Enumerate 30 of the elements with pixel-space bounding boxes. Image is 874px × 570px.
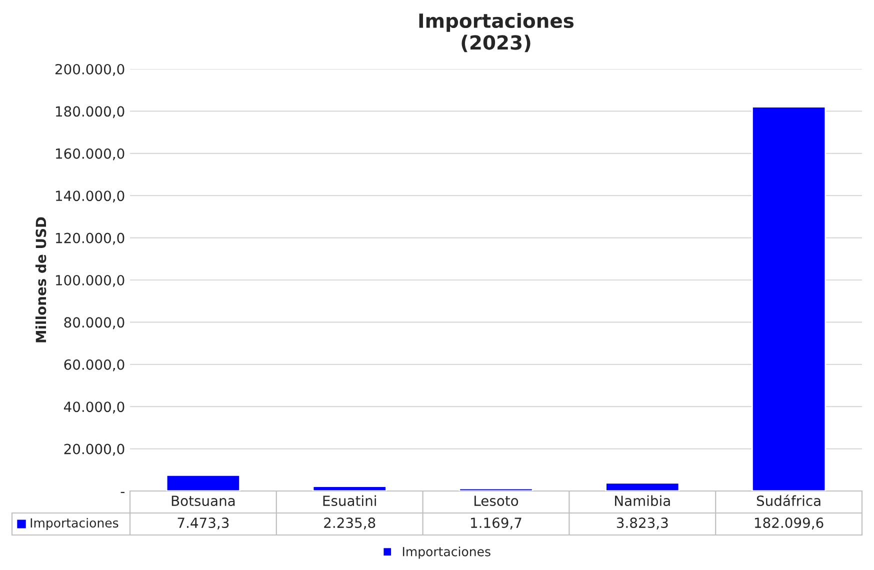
bar — [605, 482, 680, 491]
y-tick-label: 200.000,0 — [55, 64, 124, 76]
bar — [752, 106, 826, 491]
bar — [166, 474, 240, 491]
data-label: 3.823,3 — [616, 518, 668, 530]
x-tick-label: Lesoto — [474, 496, 518, 506]
y-tick-label: 20.000,0 — [64, 444, 124, 456]
x-tick-label: Esuatini — [323, 495, 376, 506]
y-tick-label: 80.000,0 — [64, 317, 124, 330]
x-tick-label: Botsuana — [172, 496, 235, 506]
y-axis-title: Millones de USD — [35, 217, 46, 342]
y-tick-label: - — [120, 492, 124, 494]
x-tick-label: Namibia — [615, 495, 670, 506]
text: Importaciones — [402, 546, 490, 559]
data-label: 2.235,8 — [324, 518, 376, 530]
x-tick-label: Sudáfrica — [756, 494, 820, 506]
bar — [312, 486, 387, 491]
legend-label: Importaciones — [30, 518, 118, 530]
data-label: 1.169,7 — [471, 518, 522, 530]
chart-title: Importaciones (2023) — [419, 13, 574, 52]
y-tick-label: 100.000,0 — [56, 274, 124, 287]
y-tick-label: 180.000,0 — [56, 106, 124, 118]
bar — [458, 488, 534, 491]
y-tick-label: 120.000,0 — [56, 232, 124, 245]
y-tick-label: 140.000,0 — [56, 190, 124, 202]
data-label: 7.473,3 — [178, 518, 229, 530]
data-label: 182.099,6 — [754, 518, 824, 530]
y-tick-label: 40.000,0 — [64, 402, 124, 414]
y-tick-label: 60.000,0 — [64, 359, 124, 372]
y-tick-label: 160.000,0 — [56, 148, 124, 160]
